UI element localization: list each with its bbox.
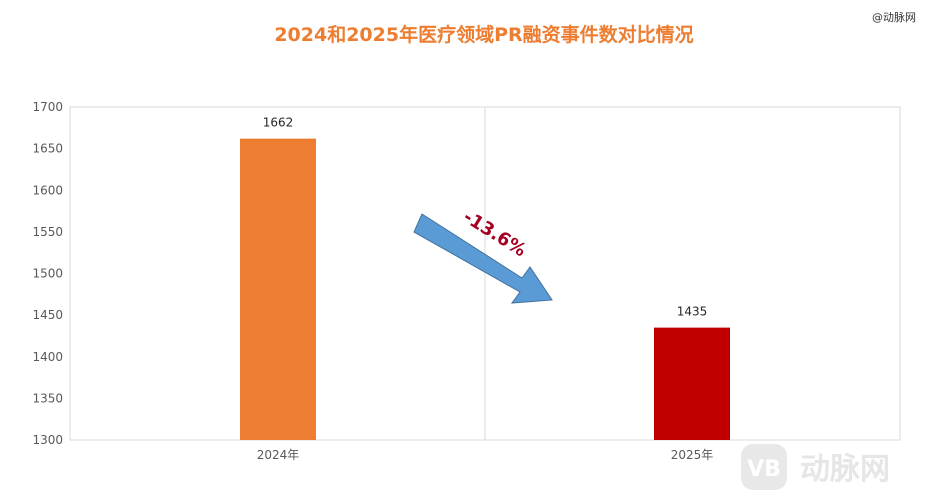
y-tick-label: 1300 xyxy=(32,433,63,447)
y-tick-label: 1700 xyxy=(32,100,63,114)
y-tick-label: 1400 xyxy=(32,350,63,364)
y-tick-label: 1650 xyxy=(32,142,63,156)
y-tick-label: 1450 xyxy=(32,308,63,322)
y-axis: 1300 1350 1400 1450 1500 1550 1600 1650 1700 xyxy=(32,100,63,447)
y-tick-label: 1550 xyxy=(32,225,63,239)
brand-watermark: VB 动脉网 xyxy=(741,444,890,490)
vb-logo-mark: VB xyxy=(747,457,781,482)
vb-logo-icon xyxy=(741,444,787,490)
arrow-down-icon xyxy=(413,213,553,304)
x-tick-label: 2025年 xyxy=(671,448,714,462)
bar-2 xyxy=(654,327,730,440)
top-watermark: @动脉网 xyxy=(872,10,916,24)
x-axis: 2024年 2025年 xyxy=(257,448,714,462)
y-tick-label: 1500 xyxy=(32,267,63,281)
x-tick-label: 2024年 xyxy=(257,448,300,462)
bar-data-label: 1662 xyxy=(263,116,294,130)
change-arrow: -13.6% xyxy=(413,206,553,304)
bar-data-label: 1435 xyxy=(677,305,708,319)
bar-1 xyxy=(240,138,316,440)
chart-title: 2024和2025年医疗领域PR融资事件数对比情况 xyxy=(274,23,693,46)
y-tick-label: 1350 xyxy=(32,391,63,405)
brand-watermark-text: 动脉网 xyxy=(800,452,890,487)
y-tick-label: 1600 xyxy=(32,183,63,197)
bars: 1662 1435 xyxy=(240,116,730,440)
